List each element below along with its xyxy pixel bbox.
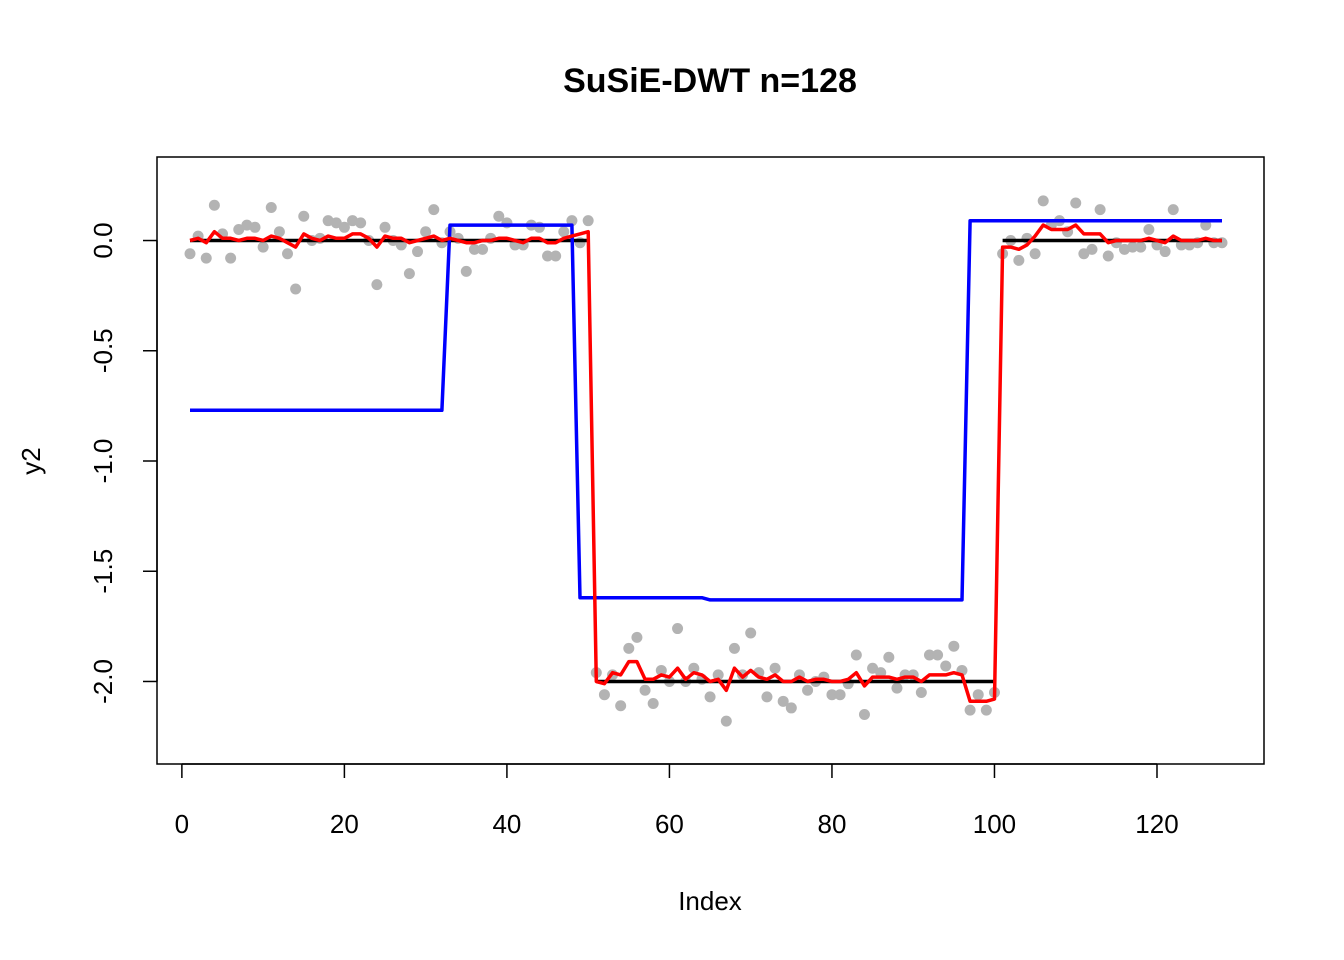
- data-point: [257, 241, 269, 253]
- data-point: [972, 689, 984, 701]
- data-point: [834, 689, 846, 701]
- data-point: [948, 640, 960, 652]
- data-point: [745, 627, 757, 639]
- data-point: [923, 649, 935, 661]
- data-point: [761, 691, 773, 703]
- data-point: [720, 715, 732, 727]
- data-point: [777, 695, 789, 707]
- data-point: [542, 250, 554, 262]
- data-point: [1013, 254, 1025, 266]
- red-fit-line: [189, 223, 1222, 704]
- data-point: [330, 217, 342, 229]
- data-point: [1078, 248, 1090, 260]
- data-point: [1167, 204, 1179, 216]
- data-point: [1135, 241, 1147, 253]
- data-point: [883, 651, 895, 663]
- data-point: [338, 221, 350, 233]
- data-point: [940, 660, 952, 672]
- data-point: [728, 642, 740, 654]
- data-point: [1029, 248, 1041, 260]
- x-tick-label: 40: [492, 809, 521, 839]
- data-point: [1094, 204, 1106, 216]
- data-point: [769, 662, 781, 674]
- data-point: [477, 243, 489, 255]
- data-point: [1037, 195, 1049, 207]
- data-point: [249, 221, 261, 233]
- data-point: [712, 669, 724, 681]
- data-point: [1159, 246, 1171, 258]
- data-point: [468, 243, 480, 255]
- data-point: [639, 684, 651, 696]
- data-point: [655, 664, 667, 676]
- data-point: [460, 265, 472, 277]
- data-point: [558, 226, 570, 238]
- data-point: [233, 224, 245, 236]
- data-point: [282, 248, 294, 260]
- data-point: [980, 704, 992, 716]
- data-point: [550, 250, 562, 262]
- x-tick-label: 100: [973, 809, 1016, 839]
- data-point: [915, 686, 927, 698]
- data-point: [1086, 243, 1098, 255]
- data-point: [1127, 241, 1139, 253]
- data-point: [403, 268, 415, 280]
- data-point: [615, 700, 627, 712]
- data-point: [802, 684, 814, 696]
- x-tick-label: 60: [655, 809, 684, 839]
- data-point: [371, 279, 383, 291]
- data-point: [493, 210, 505, 222]
- x-axis-label: Index: [678, 886, 742, 916]
- data-point: [208, 199, 220, 211]
- data-point: [582, 215, 594, 227]
- y-axis: 0.0 -0.5 -1.0 -1.5 -2.0: [88, 222, 158, 704]
- data-point: [623, 642, 635, 654]
- y-tick-label: -2.0: [88, 659, 118, 704]
- data-point: [688, 662, 700, 674]
- data-point: [647, 698, 659, 710]
- x-tick-label: 0: [175, 809, 189, 839]
- data-point: [858, 709, 870, 721]
- y-tick-label: 0.0: [88, 222, 118, 258]
- data-point: [785, 702, 797, 714]
- data-point: [355, 217, 367, 229]
- data-point: [412, 246, 424, 258]
- x-axis: 0 20 40 60 80 100 120: [175, 763, 1179, 839]
- data-point: [1143, 224, 1155, 236]
- data-point: [867, 662, 879, 674]
- data-point: [379, 221, 391, 233]
- data-point: [184, 248, 196, 260]
- y-tick-label: -0.5: [88, 328, 118, 373]
- x-tick-label: 80: [817, 809, 846, 839]
- data-point: [891, 682, 903, 694]
- y-tick-label: -1.5: [88, 549, 118, 594]
- plot-frame: [156, 156, 1265, 765]
- series-lines: [189, 218, 1222, 704]
- data-point: [420, 226, 432, 238]
- y-axis-label: y2: [16, 447, 46, 474]
- data-point: [598, 689, 610, 701]
- data-point: [298, 210, 310, 222]
- chart-title: SuSiE-DWT n=128: [563, 62, 857, 100]
- data-point: [932, 649, 944, 661]
- data-point: [826, 689, 838, 701]
- data-point: [672, 623, 684, 635]
- data-point: [273, 226, 285, 238]
- data-point: [704, 691, 716, 703]
- data-point: [290, 283, 302, 295]
- data-point: [850, 649, 862, 661]
- x-tick-label: 20: [330, 809, 359, 839]
- x-tick-label: 120: [1135, 809, 1178, 839]
- blue-fit-line: [190, 218, 1222, 602]
- data-point: [200, 252, 212, 264]
- y-tick-label: -1.0: [88, 439, 118, 484]
- data-point: [631, 631, 643, 643]
- data-point: [225, 252, 237, 264]
- data-point: [428, 204, 440, 216]
- data-point: [1102, 250, 1114, 262]
- data-point: [1070, 197, 1082, 209]
- data-point: [265, 201, 277, 213]
- data-points: [184, 195, 1228, 727]
- data-point: [964, 704, 976, 716]
